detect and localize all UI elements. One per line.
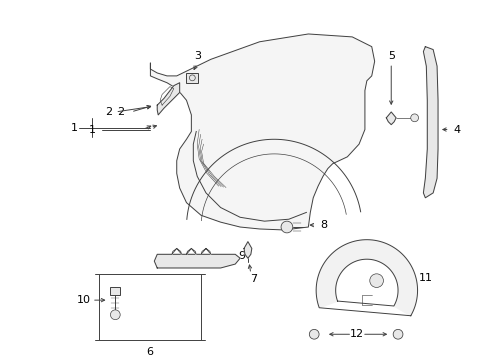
Text: 2: 2 (105, 107, 112, 117)
Polygon shape (171, 248, 181, 254)
Text: 7: 7 (250, 274, 257, 284)
Polygon shape (157, 83, 179, 115)
Text: 6: 6 (146, 347, 153, 357)
Circle shape (281, 221, 292, 233)
Polygon shape (150, 34, 374, 230)
Polygon shape (423, 47, 437, 198)
Text: 11: 11 (418, 273, 431, 283)
Text: 1: 1 (88, 125, 95, 135)
Text: 3: 3 (193, 51, 200, 62)
Bar (99, 274, 201, 340)
Text: 1: 1 (71, 122, 78, 132)
Text: 2: 2 (118, 107, 124, 117)
Bar (110, 288, 120, 295)
Polygon shape (386, 112, 395, 125)
Bar (186, 73, 198, 83)
Polygon shape (186, 248, 196, 254)
Polygon shape (316, 240, 417, 316)
Circle shape (309, 329, 319, 339)
Circle shape (110, 310, 120, 320)
Polygon shape (154, 254, 240, 268)
Text: 9: 9 (238, 251, 245, 261)
Circle shape (392, 329, 402, 339)
Polygon shape (244, 242, 251, 258)
Text: 10: 10 (77, 295, 91, 305)
Text: 4: 4 (452, 125, 459, 135)
Polygon shape (201, 248, 210, 254)
Circle shape (189, 75, 195, 81)
Circle shape (369, 274, 383, 288)
Text: 12: 12 (349, 329, 364, 339)
Text: 8: 8 (320, 220, 327, 230)
Text: 5: 5 (387, 51, 394, 62)
Circle shape (410, 114, 418, 122)
